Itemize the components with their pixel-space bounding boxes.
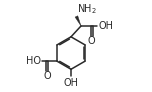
Text: OH: OH — [64, 78, 79, 88]
Text: HO: HO — [26, 56, 41, 66]
Text: NH$_2$: NH$_2$ — [77, 2, 97, 16]
Text: O: O — [88, 36, 96, 46]
Text: O: O — [44, 71, 51, 81]
Text: OH: OH — [98, 21, 113, 31]
Polygon shape — [75, 16, 81, 26]
